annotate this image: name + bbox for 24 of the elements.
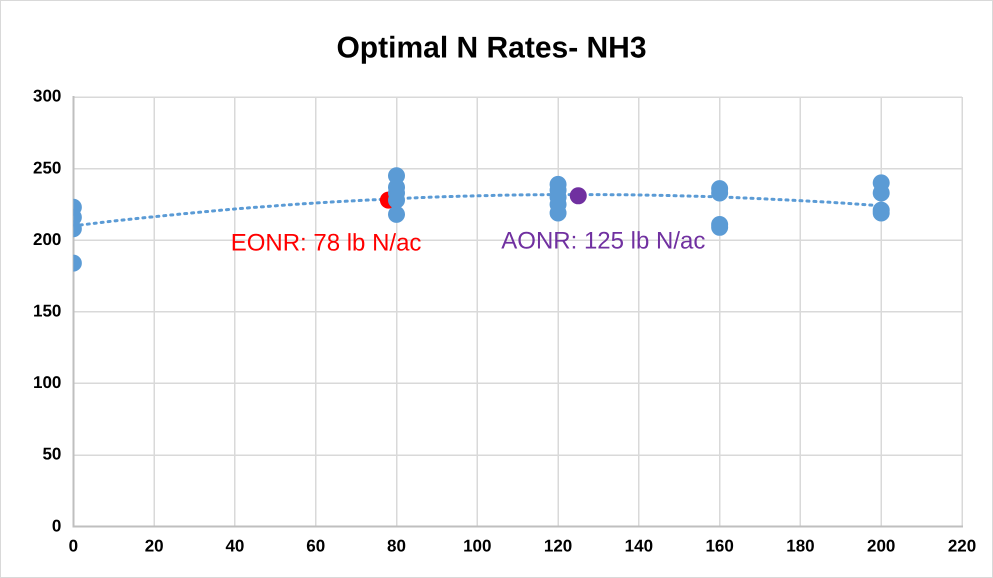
point (570, 187, 587, 204)
x-tick-label: 20 (144, 536, 164, 556)
x-tick-label: 0 (68, 536, 78, 556)
y-tick-label: 300 (32, 86, 62, 106)
annotation: AONR: 125 lb N/ac (501, 227, 706, 254)
x-tick-label: 100 (463, 536, 492, 556)
y-tick-label: 200 (32, 230, 62, 249)
x-tick-label: 160 (705, 536, 734, 556)
x-tick-label: 40 (225, 536, 244, 556)
x-tick-label: 200 (867, 536, 896, 556)
chart-title: Optimal N Rates- NH3 (336, 31, 647, 64)
x-tick-label: 220 (948, 536, 976, 556)
y-tick-label: 100 (32, 373, 62, 392)
y-tick-label: 150 (32, 301, 62, 320)
x-tick-label: 60 (306, 536, 326, 556)
x-tick-label: 120 (544, 536, 572, 556)
y-tick-label: 250 (32, 158, 62, 178)
annotation: EONR: 78 lb N/ac (230, 230, 422, 257)
y-tick-label: 0 (52, 516, 62, 536)
y-tick-label: 50 (42, 444, 62, 464)
x-tick-label: 140 (624, 536, 654, 556)
point (388, 206, 406, 223)
x-tick-label: 80 (387, 536, 406, 556)
x-tick-label: 180 (786, 536, 815, 556)
